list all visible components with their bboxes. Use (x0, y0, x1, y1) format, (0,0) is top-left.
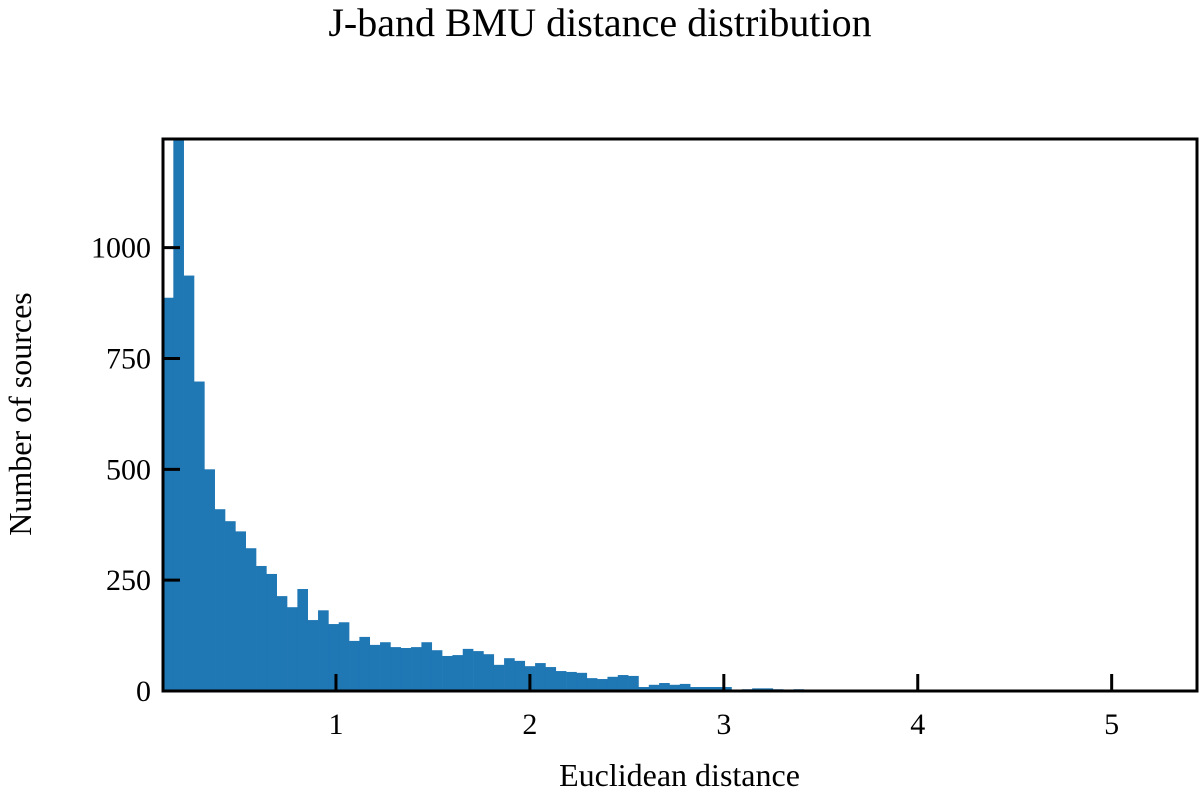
histogram-bar (276, 596, 288, 691)
histogram-bar (287, 607, 298, 691)
histogram-bar (431, 650, 443, 691)
chart-title: J-band BMU distance distribution (328, 0, 872, 45)
histogram-bar (452, 655, 464, 691)
histogram-bar (700, 687, 712, 691)
histogram-bar (266, 573, 277, 691)
histogram-bar (721, 687, 732, 691)
y-tick-label: 250 (106, 564, 151, 597)
y-tick-label: 0 (136, 675, 151, 708)
histogram-bar (473, 651, 484, 691)
histogram-bar (576, 672, 588, 691)
x-tick-label: 5 (1104, 708, 1119, 741)
histogram-bar (349, 640, 360, 691)
histogram-bar (648, 684, 660, 691)
histogram-bar (545, 667, 557, 691)
histogram-bar (225, 521, 236, 691)
histogram-bar (359, 636, 371, 691)
histogram-bar (204, 469, 215, 691)
histogram-bar (493, 664, 505, 691)
histogram-bar (659, 683, 670, 691)
plot-frame (161, 137, 1199, 693)
histogram-bars (163, 139, 1197, 691)
histogram-bar (555, 671, 567, 691)
histogram-bar (380, 642, 391, 691)
histogram-bar (586, 678, 598, 691)
histogram-bar (214, 509, 226, 691)
x-tick-label: 4 (910, 708, 925, 741)
histogram-bar (710, 687, 722, 691)
histogram-bar (411, 647, 422, 691)
histogram-bar (245, 548, 257, 691)
histogram-bar (297, 589, 309, 691)
histogram-bar (597, 679, 608, 691)
y-tick-label: 750 (106, 342, 151, 375)
axis-ticks: 1 2 3 4 5 0 250 500 750 1000 (91, 232, 1119, 741)
histogram-bar (338, 622, 350, 691)
histogram-bar (617, 675, 629, 691)
histogram-bar (638, 687, 650, 691)
x-tick-label: 1 (328, 708, 343, 741)
histogram-bar (235, 531, 246, 691)
y-tick-label: 1000 (91, 232, 151, 265)
histogram-bar (483, 654, 495, 691)
histogram-bar (628, 675, 639, 691)
histogram-bar (535, 663, 546, 691)
histogram-bar (328, 624, 340, 691)
histogram-bar (669, 684, 681, 691)
x-axis-label: Euclidean distance (559, 757, 800, 793)
histogram-bar (442, 655, 453, 691)
histogram-bar (183, 275, 195, 691)
x-tick-label: 3 (716, 708, 731, 741)
histogram-bar (421, 642, 433, 691)
histogram-bar (369, 644, 381, 691)
histogram-bar (307, 620, 319, 691)
histogram-bar (400, 647, 412, 691)
x-tick-label: 2 (522, 708, 537, 741)
histogram-bar (173, 139, 184, 691)
histogram-bar (194, 381, 205, 691)
histogram-bar (318, 610, 329, 691)
histogram-bar (566, 671, 577, 691)
histogram-bar (514, 660, 526, 691)
histogram-bar (607, 676, 619, 691)
histogram-bar (679, 683, 691, 691)
histogram-bar (462, 648, 474, 691)
histogram-bar (256, 565, 267, 691)
histogram-bar (690, 687, 701, 691)
y-tick-label: 500 (106, 453, 151, 486)
histogram-bar (390, 647, 402, 691)
histogram-bar (163, 297, 174, 691)
histogram-bar (504, 658, 515, 691)
